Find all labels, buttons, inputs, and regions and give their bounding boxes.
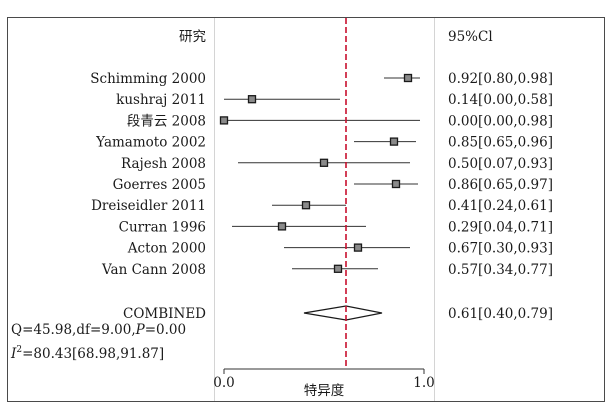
study-year: 2008	[172, 262, 206, 278]
study-row: Schimming 2000 0.92[0.80,0.98]	[90, 71, 553, 87]
ci-text: 0.92[0.80,0.98]	[448, 71, 553, 87]
point-estimate	[277, 222, 287, 231]
study-name: Van Cann	[101, 262, 168, 278]
study-name: Goerres	[113, 177, 168, 193]
ci-text: 0.67[0.30,0.93]	[448, 241, 553, 257]
study-label: 段青云 2008	[127, 113, 206, 129]
i2-symbol: I	[10, 346, 17, 362]
point-estimate	[301, 201, 311, 210]
study-name: kushraj	[116, 92, 167, 108]
study-row: Rajesh 2008 0.50[0.07,0.93]	[121, 156, 553, 172]
study-year: 2005	[172, 177, 206, 193]
i2-stat: I2=80.43[68.98,91.87]	[10, 345, 164, 362]
ci-text: 0.14[0.00,0.58]	[448, 92, 553, 108]
x-tick-label: 1.0	[413, 375, 434, 391]
point-estimate	[333, 264, 343, 273]
point-estimate	[319, 158, 329, 167]
ci-text: 0.29[0.04,0.71]	[448, 219, 553, 235]
study-row: Van Cann 2008 0.57[0.34,0.77]	[101, 262, 553, 278]
study-label: Rajesh 2008	[121, 156, 206, 172]
ci-text: 0.86[0.65,0.97]	[448, 177, 553, 193]
study-name: Dreiseidler	[91, 198, 168, 214]
point-estimate	[389, 137, 399, 146]
study-name: Schimming	[90, 71, 167, 87]
study-name: Yamamoto	[95, 135, 167, 151]
study-label: Acton 2000	[127, 241, 206, 257]
p-value: =0.00	[145, 322, 186, 338]
x-tick-label: 0.0	[213, 375, 234, 391]
combined-row: COMBINED 0.61[0.40,0.79]	[123, 305, 553, 322]
study-label: Schimming 2000	[90, 71, 206, 87]
combined-diamond	[303, 305, 383, 321]
study-label: Yamamoto 2002	[95, 135, 206, 151]
study-row: 段青云 2008 0.00[0.00,0.98]	[127, 113, 553, 129]
ci-text: 0.41[0.24,0.61]	[448, 198, 553, 214]
point-estimate	[391, 179, 401, 189]
plot-frame	[7, 17, 605, 402]
study-year: 2008	[172, 113, 206, 129]
ci-text: 0.57[0.34,0.77]	[448, 262, 553, 278]
p-symbol: P	[135, 322, 146, 338]
point-estimate	[403, 73, 413, 83]
study-row: Dreiseidler 2011 0.41[0.24,0.61]	[91, 198, 553, 214]
ci-text: 0.00[0.00,0.98]	[448, 113, 553, 129]
study-row: Goerres 2005 0.86[0.65,0.97]	[113, 177, 553, 193]
ci-text: 0.85[0.65,0.96]	[448, 135, 553, 151]
study-row: Yamamoto 2002 0.85[0.65,0.96]	[95, 135, 553, 151]
heterogeneity-q: Q=45.98,df=9.00,	[11, 322, 136, 338]
point-estimate	[353, 243, 363, 252]
i2-superscript: 2	[16, 345, 22, 355]
study-label: kushraj 2011	[116, 92, 206, 108]
study-year: 1996	[172, 219, 206, 235]
x-axis-label: 特异度	[304, 383, 345, 399]
study-row: kushraj 2011 0.14[0.00,0.58]	[116, 92, 553, 108]
study-label: Van Cann 2008	[101, 262, 206, 278]
point-estimate	[219, 116, 229, 125]
study-label: Curran 1996	[119, 219, 206, 235]
combined-ci-text: 0.61[0.40,0.79]	[448, 306, 553, 322]
ci-text: 0.50[0.07,0.93]	[448, 156, 553, 172]
study-rows: Schimming 2000 0.92[0.80,0.98] kushraj 201…	[90, 71, 553, 278]
study-year: 2008	[172, 156, 206, 172]
study-year: 2011	[172, 198, 206, 214]
study-name: Acton	[127, 241, 168, 257]
x-axis: 0.0 1.0	[213, 368, 435, 391]
study-label: Dreiseidler 2011	[91, 198, 206, 214]
study-name: Rajesh	[121, 156, 168, 172]
study-year: 2000	[172, 241, 206, 257]
study-row: Acton 2000 0.67[0.30,0.93]	[127, 241, 553, 257]
study-year: 2002	[172, 135, 206, 151]
study-label: Goerres 2005	[113, 177, 206, 193]
combined-label: COMBINED	[123, 306, 206, 322]
header-ci: 95%Cl	[448, 29, 493, 45]
study-row: Curran 1996 0.29[0.04,0.71]	[119, 219, 553, 235]
header-study: 研究	[179, 29, 206, 45]
study-name: 段青云	[127, 113, 168, 129]
i2-value: =80.43[68.98,91.87]	[22, 346, 164, 362]
study-year: 2011	[172, 92, 206, 108]
study-year: 2000	[172, 71, 206, 87]
study-name: Curran	[119, 219, 168, 235]
heterogeneity-stat: Q=45.98,df=9.00,P=0.00	[11, 322, 186, 338]
point-estimate	[247, 95, 257, 104]
